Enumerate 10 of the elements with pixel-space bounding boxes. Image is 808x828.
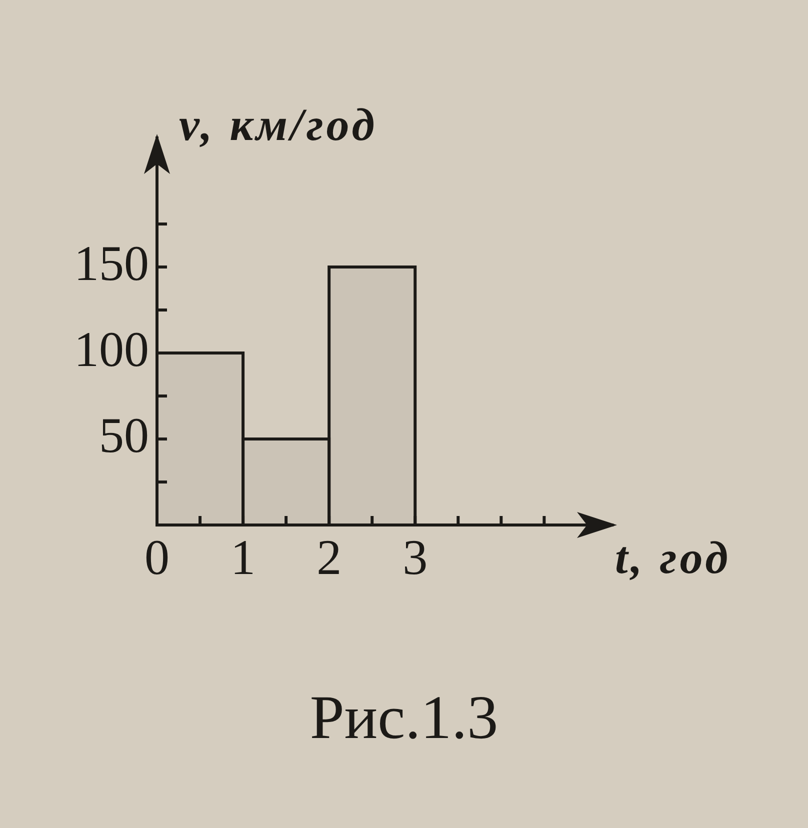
y-tick-label: 100	[74, 321, 149, 378]
text: Рис.1.3	[308, 684, 500, 752]
y-tick-label: 50	[99, 407, 149, 464]
x-tick-label: 1	[230, 529, 256, 586]
x-tick-label: 3	[402, 529, 428, 586]
x-tick-label: 2	[316, 529, 342, 586]
x-axis-title: t, год	[615, 532, 731, 583]
x-tick-label: 0	[144, 529, 170, 586]
y-axis-title: v, км/год	[179, 99, 378, 150]
y-tick-label: 150	[74, 235, 149, 292]
